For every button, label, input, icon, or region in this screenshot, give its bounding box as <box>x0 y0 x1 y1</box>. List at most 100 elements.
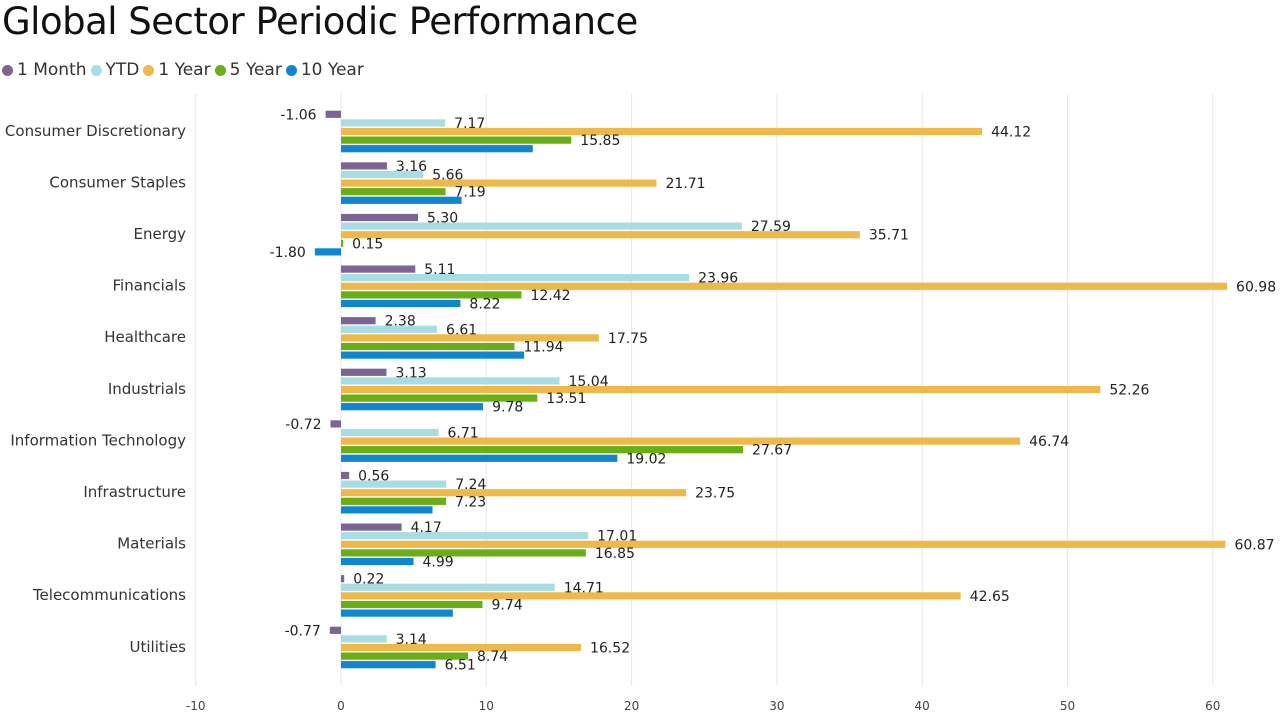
x-tick-label: 20 <box>624 699 639 713</box>
bar <box>341 342 515 351</box>
bar <box>341 317 376 325</box>
data-label: 12.42 <box>530 288 570 304</box>
bar <box>341 188 446 196</box>
data-label: 7.19 <box>454 185 485 201</box>
legend-dot-icon <box>285 64 297 76</box>
category-label: Industrials <box>108 380 186 398</box>
data-label: 6.51 <box>445 658 476 674</box>
legend-dot-icon <box>90 64 102 76</box>
data-label: 16.85 <box>595 546 635 562</box>
legend-dot-icon <box>143 64 155 76</box>
bar <box>341 643 582 652</box>
bar <box>341 368 387 376</box>
bar <box>341 454 618 462</box>
bar <box>341 351 525 359</box>
bar <box>341 557 414 566</box>
chart-title: Global Sector Periodic Performance <box>2 0 638 43</box>
data-label: 60.87 <box>1234 537 1274 553</box>
bar <box>341 170 424 179</box>
bar <box>341 385 1101 394</box>
data-label: 17.75 <box>608 331 648 347</box>
legend-item-ytd[interactable]: YTD <box>90 60 144 80</box>
data-label: 42.65 <box>970 589 1010 605</box>
data-label: 7.23 <box>455 494 486 510</box>
data-label: -1.80 <box>270 245 306 261</box>
bar <box>341 403 484 411</box>
bar <box>341 127 983 136</box>
bar <box>341 506 433 514</box>
legend-dot-icon <box>2 64 13 76</box>
bar <box>341 196 462 204</box>
bar <box>341 446 744 454</box>
bar <box>341 239 344 247</box>
x-tick-label: 60 <box>1205 699 1220 713</box>
category-label: Financials <box>113 277 187 295</box>
bar <box>341 497 447 505</box>
bar <box>341 480 447 488</box>
data-label: 8.22 <box>469 297 500 313</box>
category-label: Consumer Discretionary <box>5 122 186 140</box>
bar <box>341 145 533 153</box>
bar <box>341 222 742 230</box>
data-label: 16.52 <box>590 641 630 657</box>
legend-item-10-year[interactable]: 10 Year <box>285 60 368 80</box>
data-label: 13.51 <box>546 391 586 407</box>
bar <box>341 377 560 385</box>
x-tick-label: 40 <box>915 699 930 713</box>
category-label: Utilities <box>130 638 187 656</box>
legend: 1 Month YTD 1 Year 5 Year 10 Year <box>2 58 368 82</box>
bar <box>341 213 419 222</box>
bar <box>341 540 1226 548</box>
category-label: Information Technology <box>10 431 186 449</box>
bar <box>341 489 687 497</box>
x-tick-label: 0 <box>337 699 345 713</box>
bar <box>341 325 438 333</box>
x-tick-label: 30 <box>769 699 784 713</box>
data-label: 52.26 <box>1109 383 1149 399</box>
bar <box>341 265 416 273</box>
category-label: Consumer Staples <box>49 173 186 191</box>
data-label: 19.02 <box>626 451 666 467</box>
legend-item-1-year[interactable]: 1 Year <box>143 60 214 80</box>
data-label: 44.12 <box>991 125 1031 141</box>
category-label: Infrastructure <box>83 483 186 501</box>
data-label: 4.99 <box>423 555 454 571</box>
data-label: 46.74 <box>1029 434 1069 450</box>
bar <box>341 575 345 583</box>
bar <box>341 600 483 609</box>
x-tick-label: 50 <box>1060 699 1075 713</box>
category-label: Materials <box>117 535 186 553</box>
category-label: Energy <box>133 225 186 243</box>
data-label: -1.06 <box>280 107 316 123</box>
data-label: 11.94 <box>523 340 563 356</box>
bar <box>341 136 572 144</box>
bar <box>341 471 350 480</box>
bar <box>341 274 690 282</box>
legend-label: YTD <box>105 60 140 80</box>
bar <box>341 532 589 540</box>
data-label: -0.77 <box>285 623 321 639</box>
data-label: 8.74 <box>477 649 508 665</box>
bar <box>341 661 436 669</box>
legend-item-1-month[interactable]: 1 Month <box>2 60 91 80</box>
bar <box>341 179 657 187</box>
data-label: 60.98 <box>1236 279 1276 295</box>
x-tick-label: -10 <box>186 699 206 713</box>
category-label: Telecommunications <box>32 586 186 604</box>
bar <box>341 549 586 557</box>
x-tick-label: 10 <box>479 699 494 713</box>
bar <box>341 231 860 239</box>
bar <box>341 609 453 617</box>
legend-label: 10 Year <box>300 60 364 80</box>
legend-item-5-year[interactable]: 5 Year <box>214 60 286 80</box>
bar <box>314 248 341 256</box>
bar <box>341 394 538 402</box>
data-label: 21.71 <box>665 176 705 192</box>
legend-label: 1 Year <box>158 60 211 80</box>
bar <box>341 523 402 531</box>
legend-dot-icon <box>214 64 226 76</box>
data-label: 9.74 <box>492 598 523 614</box>
data-label: 0.15 <box>352 236 383 252</box>
bar <box>341 437 1021 445</box>
bar <box>341 162 387 170</box>
